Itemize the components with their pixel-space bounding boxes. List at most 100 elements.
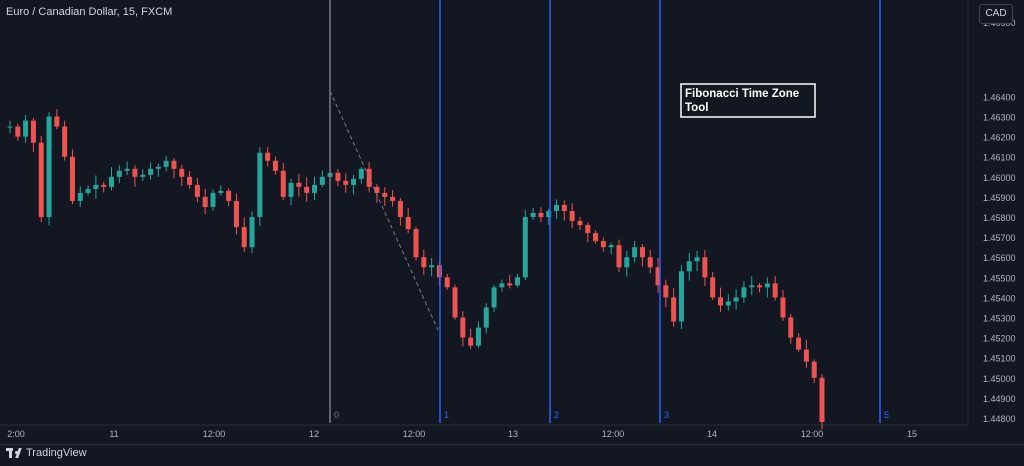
- price-tick-label: 1.46000: [983, 173, 1016, 183]
- candle-body: [85, 188, 91, 193]
- price-tick-label: 1.45600: [983, 253, 1016, 263]
- candle-body: [132, 168, 138, 177]
- candle-body: [202, 196, 208, 207]
- annotation-line-1: Fibonacci Time Zone: [685, 88, 799, 100]
- tradingview-logo-icon: [6, 448, 22, 458]
- candle-body: [30, 120, 36, 143]
- candle-body: [319, 176, 325, 185]
- fib-zone-label-0: 0: [334, 410, 339, 420]
- candle-body: [15, 126, 21, 137]
- candle-body: [554, 204, 560, 211]
- candle-body: [678, 271, 684, 322]
- candle-body: [632, 247, 638, 258]
- candle-body: [296, 182, 302, 187]
- annotation-line-2: Tool: [685, 102, 708, 114]
- candle-body: [686, 261, 692, 272]
- candle-body: [124, 168, 130, 171]
- candle-body: [819, 377, 825, 422]
- price-tick-label: 1.44800: [983, 414, 1016, 424]
- candle-body: [522, 217, 528, 278]
- candle-body: [249, 217, 255, 248]
- fib-trend-line: [329, 90, 439, 331]
- tradingview-brand: TradingView: [26, 447, 87, 459]
- candle-body: [413, 229, 419, 258]
- candle-body: [343, 180, 349, 185]
- candle-body: [561, 204, 567, 211]
- candle-body: [499, 283, 505, 288]
- candle-body: [382, 192, 388, 197]
- candle-body: [811, 361, 817, 378]
- time-tick-label: 12:00: [203, 429, 226, 439]
- candle-body: [772, 283, 778, 298]
- time-tick-label: 13: [508, 429, 518, 439]
- candle-body: [38, 142, 44, 218]
- candle-body: [569, 210, 575, 222]
- symbol-title: Euro / Canadian Dollar, 15, FXCM: [6, 6, 173, 18]
- candle-body: [593, 233, 599, 242]
- candle-body: [280, 170, 286, 197]
- candle-body: [23, 120, 29, 137]
- currency-button[interactable]: CAD: [979, 4, 1013, 24]
- candle-body: [725, 301, 731, 306]
- candle-body: [608, 245, 614, 248]
- candle-body: [655, 267, 661, 286]
- candle-body: [148, 168, 154, 175]
- candle-body: [475, 327, 481, 346]
- candle-body: [702, 257, 708, 278]
- candle-body: [54, 116, 60, 127]
- price-tick-label: 1.45800: [983, 213, 1016, 223]
- time-tick-label: 11: [109, 429, 118, 439]
- candle-body: [116, 170, 122, 177]
- time-tick-label: 2:00: [7, 429, 25, 439]
- candle-body: [46, 116, 52, 218]
- fib-zone-label-2: 2: [554, 410, 559, 420]
- candle-body: [749, 285, 755, 288]
- price-tick-label: 1.44900: [983, 394, 1016, 404]
- candle-body: [62, 126, 68, 157]
- candle-body: [796, 337, 802, 350]
- candle-body: [577, 221, 583, 226]
- candle-body: [405, 217, 411, 230]
- time-tick-label: 12: [309, 429, 319, 439]
- candle-body: [780, 297, 786, 318]
- candle-body: [210, 192, 216, 207]
- price-tick-label: 1.45500: [983, 273, 1016, 283]
- candle-body: [109, 176, 114, 187]
- candle-body: [452, 287, 458, 318]
- candle-body: [468, 337, 474, 346]
- fib-zone-label-3: 3: [664, 410, 669, 420]
- price-tick-label: 1.45700: [983, 233, 1016, 243]
- candle-body: [491, 287, 497, 308]
- candle-body: [803, 349, 809, 362]
- candle-body: [764, 283, 770, 288]
- tradingview-logo[interactable]: TradingView: [6, 447, 87, 459]
- time-tick-label: 15: [907, 429, 917, 439]
- candle-body: [639, 247, 645, 258]
- time-tick-label: 12:00: [403, 429, 426, 439]
- annotation-box: [680, 83, 816, 118]
- candle-body: [312, 184, 317, 193]
- candle-body: [366, 168, 372, 187]
- candle-body: [233, 200, 239, 228]
- candle-body: [358, 168, 364, 179]
- price-tick-label: 1.45400: [983, 293, 1016, 303]
- candle-body: [77, 192, 83, 201]
- candle-body: [733, 297, 739, 302]
- candles-group: [7, 109, 825, 430]
- candle-body: [616, 245, 622, 268]
- time-tick-label: 12:00: [602, 429, 625, 439]
- candle-body: [507, 283, 513, 286]
- candle-body: [187, 176, 193, 185]
- candle-body: [93, 184, 99, 189]
- candle-body: [460, 317, 466, 338]
- candle-body: [374, 186, 380, 193]
- candle-body: [101, 184, 107, 187]
- price-tick-label: 1.46400: [983, 92, 1016, 102]
- candle-body: [538, 213, 544, 218]
- candle-body: [624, 257, 630, 268]
- candle-body: [265, 152, 271, 161]
- price-tick-label: 1.45300: [983, 314, 1016, 324]
